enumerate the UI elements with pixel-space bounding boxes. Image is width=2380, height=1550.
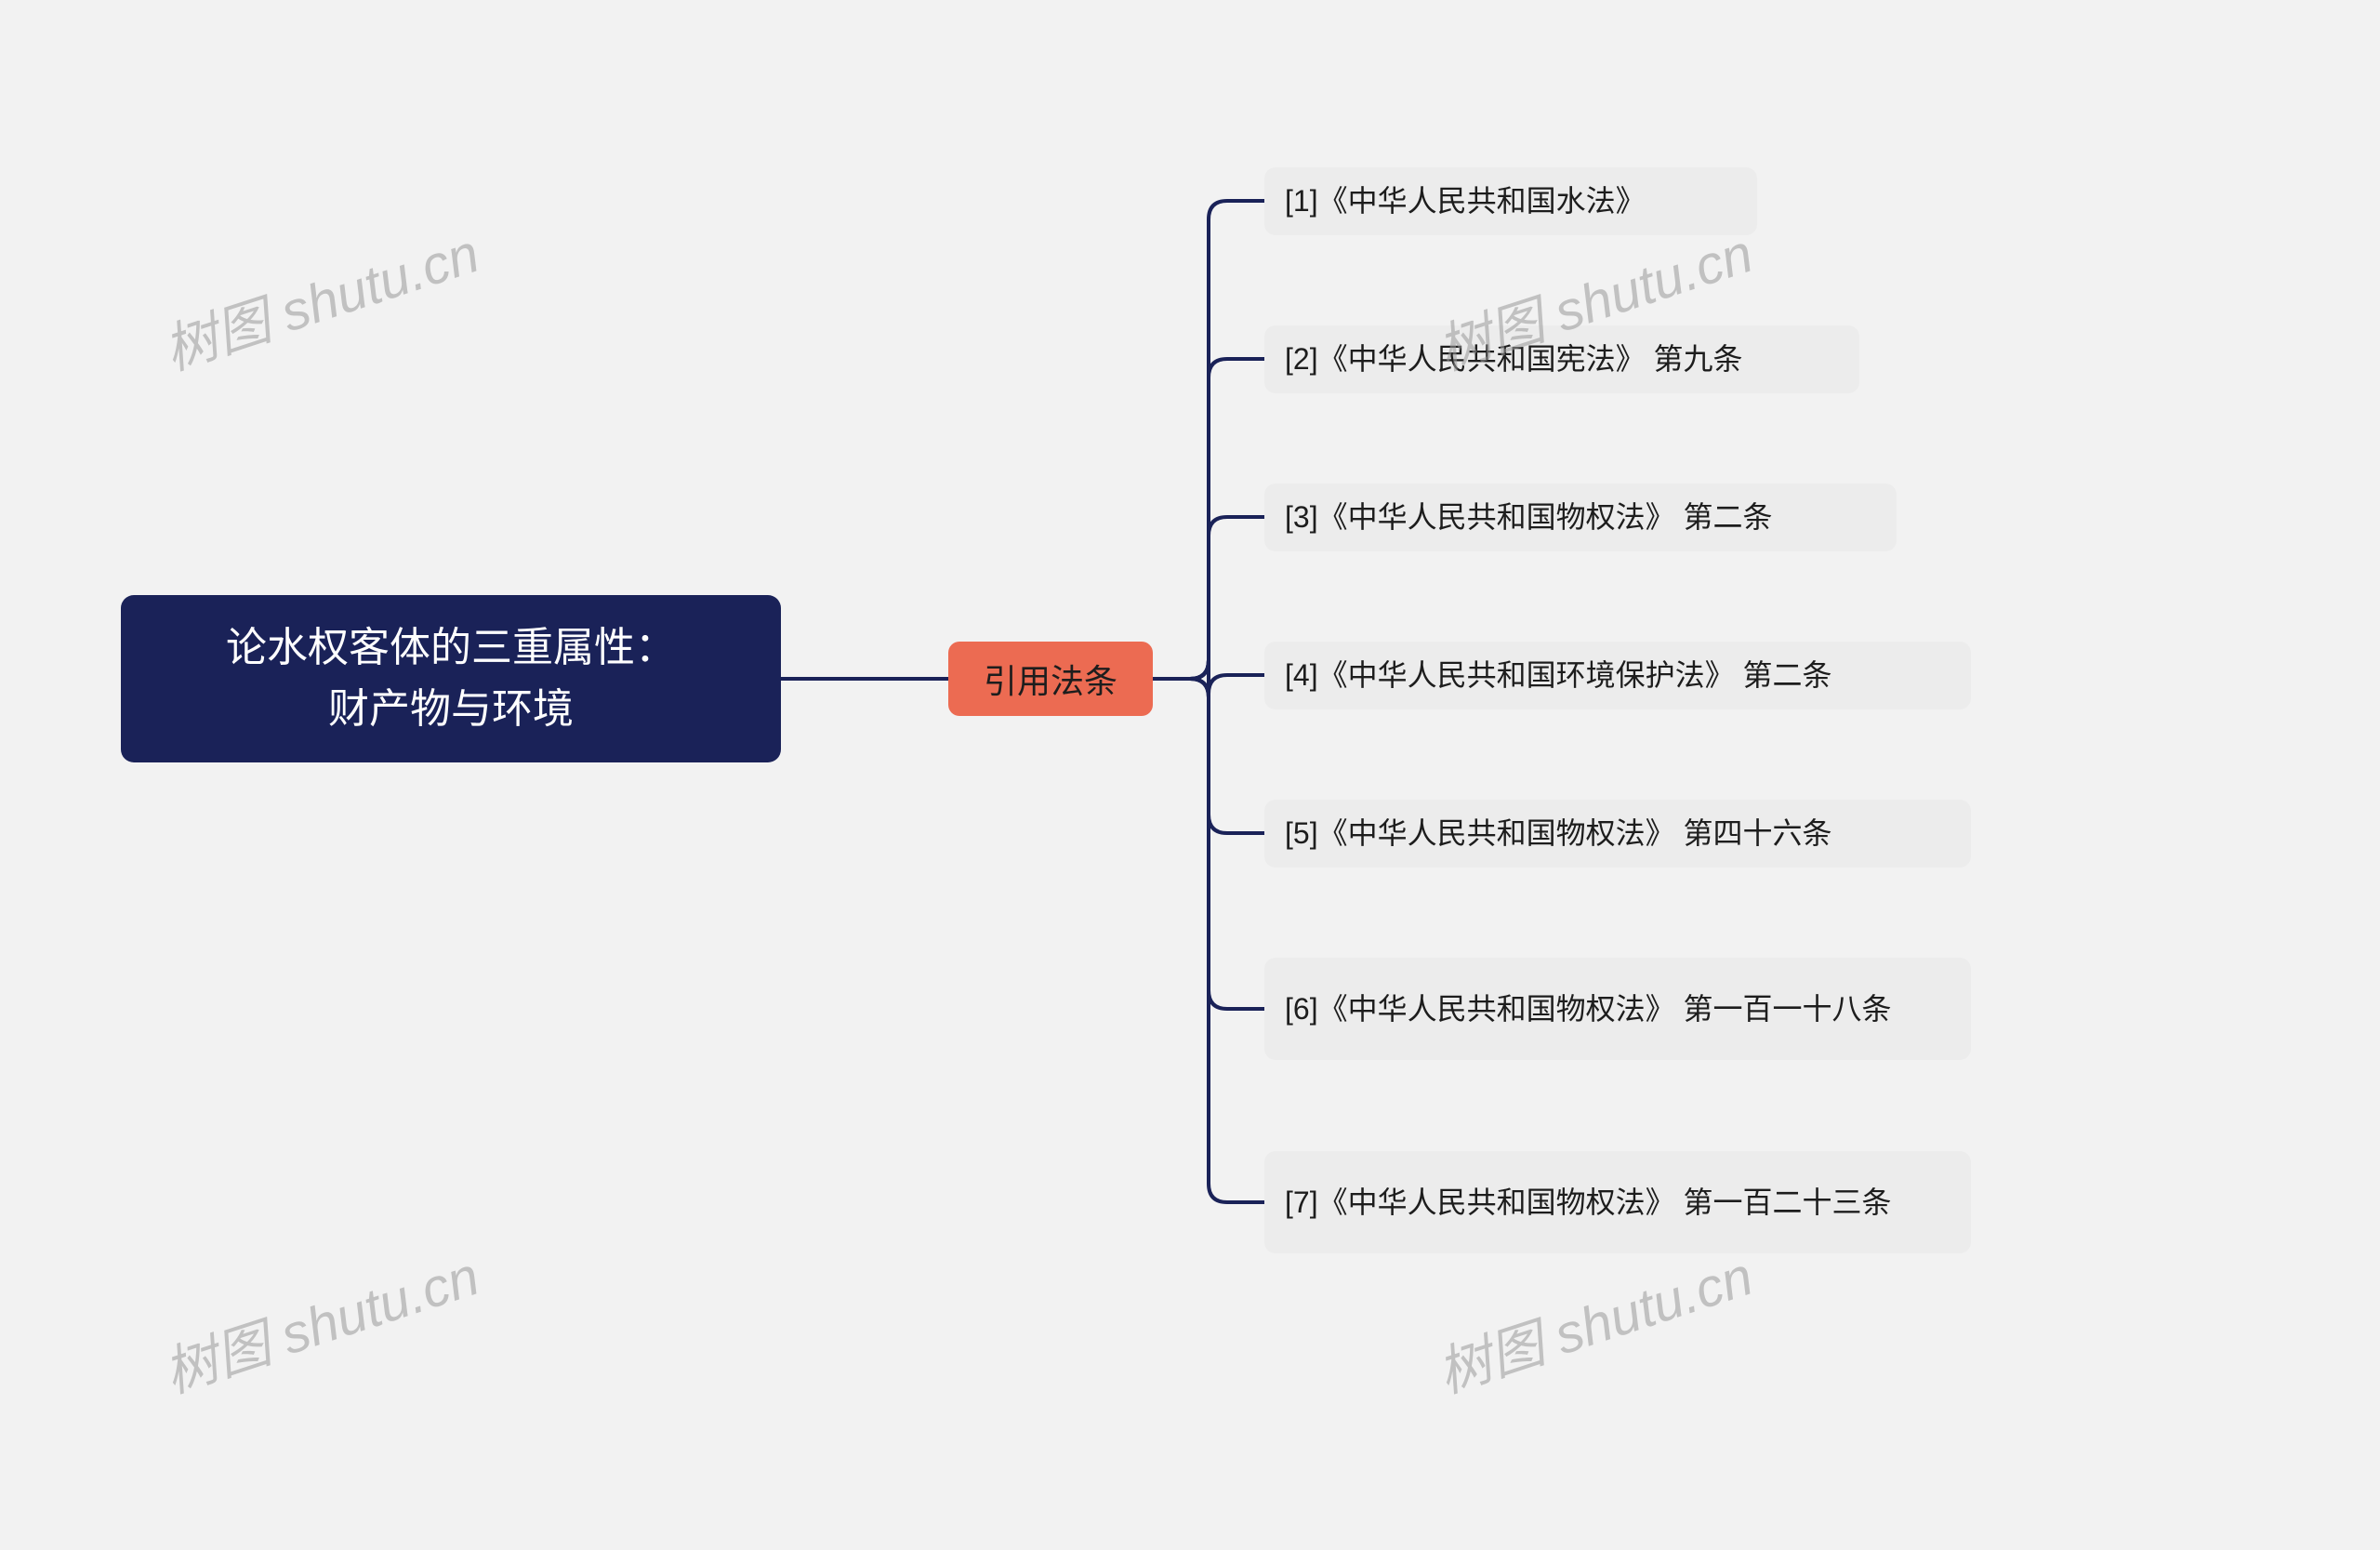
root-node: 论水权客体的三重属性：财产物与环境 bbox=[121, 595, 781, 762]
watermark: 树图 shutu.cn bbox=[152, 1233, 487, 1408]
watermark: 树图 shutu.cn bbox=[152, 210, 487, 385]
watermark: 树图 shutu.cn bbox=[1426, 1233, 1761, 1408]
leaf-node: [4]《中华人民共和国环境保护法》 第二条 bbox=[1264, 642, 1971, 709]
mindmap-canvas: 论水权客体的三重属性：财产物与环境 引用法条 [1]《中华人民共和国水法》 [2]… bbox=[0, 0, 2380, 1550]
leaf-node: [3]《中华人民共和国物权法》 第二条 bbox=[1264, 484, 1897, 551]
leaf-node-label: [3]《中华人民共和国物权法》 第二条 bbox=[1285, 497, 1772, 538]
leaf-node-label: [7]《中华人民共和国物权法》 第一百二十三条 bbox=[1285, 1182, 1891, 1224]
leaf-node: [1]《中华人民共和国水法》 bbox=[1264, 167, 1757, 235]
branch-node-label: 引用法条 bbox=[984, 655, 1117, 703]
leaf-node: [6]《中华人民共和国物权法》 第一百一十八条 bbox=[1264, 958, 1971, 1060]
root-node-label: 论水权客体的三重属性：财产物与环境 bbox=[226, 617, 676, 740]
leaf-node-label: [2]《中华人民共和国宪法》 第九条 bbox=[1285, 338, 1742, 380]
connector-layer bbox=[0, 0, 2380, 1550]
leaf-node: [5]《中华人民共和国物权法》 第四十六条 bbox=[1264, 800, 1971, 868]
branch-node: 引用法条 bbox=[948, 642, 1153, 716]
leaf-node: [2]《中华人民共和国宪法》 第九条 bbox=[1264, 325, 1859, 393]
leaf-node-label: [4]《中华人民共和国环境保护法》 第二条 bbox=[1285, 655, 1831, 696]
leaf-node-label: [1]《中华人民共和国水法》 bbox=[1285, 180, 1646, 222]
leaf-node: [7]《中华人民共和国物权法》 第一百二十三条 bbox=[1264, 1151, 1971, 1253]
leaf-node-label: [5]《中华人民共和国物权法》 第四十六条 bbox=[1285, 813, 1831, 854]
leaf-node-label: [6]《中华人民共和国物权法》 第一百一十八条 bbox=[1285, 988, 1891, 1030]
